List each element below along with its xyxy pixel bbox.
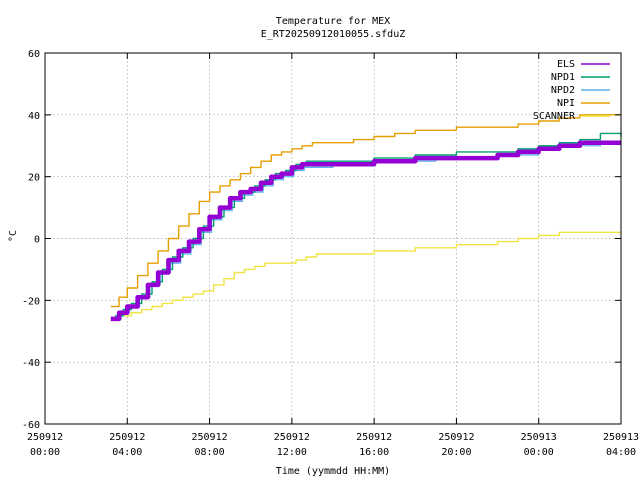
y-tick-label: 0 bbox=[34, 235, 40, 246]
y-tick-label: -40 bbox=[22, 358, 40, 369]
x-tick-time-label: 16:00 bbox=[359, 447, 389, 458]
y-tick-label: -20 bbox=[22, 296, 40, 307]
series-lines bbox=[110, 114, 622, 322]
legend-label-npd1: NPD1 bbox=[551, 72, 575, 83]
x-tick-date-label: 250912 bbox=[192, 432, 228, 443]
series-line-npd1 bbox=[114, 132, 622, 317]
x-tick-time-label: 12:00 bbox=[277, 447, 307, 458]
x-tick-date-label: 250913 bbox=[603, 432, 639, 443]
series-line-els bbox=[110, 140, 621, 322]
x-tick-date-label: 250912 bbox=[27, 432, 63, 443]
legend-label-els: ELS bbox=[557, 59, 575, 70]
legend: ELS NPD1 NPD2 NPI SCANNER bbox=[533, 59, 610, 122]
x-tick-time-label: 04:00 bbox=[112, 447, 142, 458]
x-tick-date-label: 250912 bbox=[438, 432, 474, 443]
x-tick-time-label: 00:00 bbox=[524, 447, 554, 458]
series-line-scanner bbox=[110, 231, 621, 320]
x-tick-time-label: 04:00 bbox=[606, 447, 636, 458]
chart-subtitle: E_RT20250912010055.sfduZ bbox=[261, 29, 406, 40]
y-tick-label: -60 bbox=[22, 420, 40, 431]
chart-title: Temperature for MEX bbox=[276, 16, 390, 27]
axis-ticks: -60 -40 -20 0 20 40 60 250912 00:00 250912 04:00 25… bbox=[22, 49, 639, 458]
x-tick-time-label: 20:00 bbox=[441, 447, 471, 458]
x-tick-date-label: 250913 bbox=[521, 432, 557, 443]
x-tick-time-label: 08:00 bbox=[195, 447, 225, 458]
legend-label-scanner: SCANNER bbox=[533, 111, 576, 122]
x-tick-time-label: 00:00 bbox=[30, 447, 60, 458]
plot-frame bbox=[44, 52, 622, 425]
legend-label-npd2: NPD2 bbox=[551, 85, 575, 96]
series-line-npd2 bbox=[112, 142, 621, 320]
x-tick-date-label: 250912 bbox=[109, 432, 145, 443]
x-tick-date-label: 250912 bbox=[356, 432, 392, 443]
y-tick-label: 20 bbox=[28, 173, 40, 184]
legend-label-npi: NPI bbox=[557, 98, 575, 109]
x-axis-label: Time (yymmdd HH:MM) bbox=[276, 466, 390, 477]
x-tick-date-label: 250912 bbox=[274, 432, 310, 443]
y-tick-label: 60 bbox=[28, 49, 40, 60]
y-tick-label: 40 bbox=[28, 111, 40, 122]
series-line-npi bbox=[110, 114, 621, 308]
y-axis-label: °C bbox=[8, 230, 19, 242]
